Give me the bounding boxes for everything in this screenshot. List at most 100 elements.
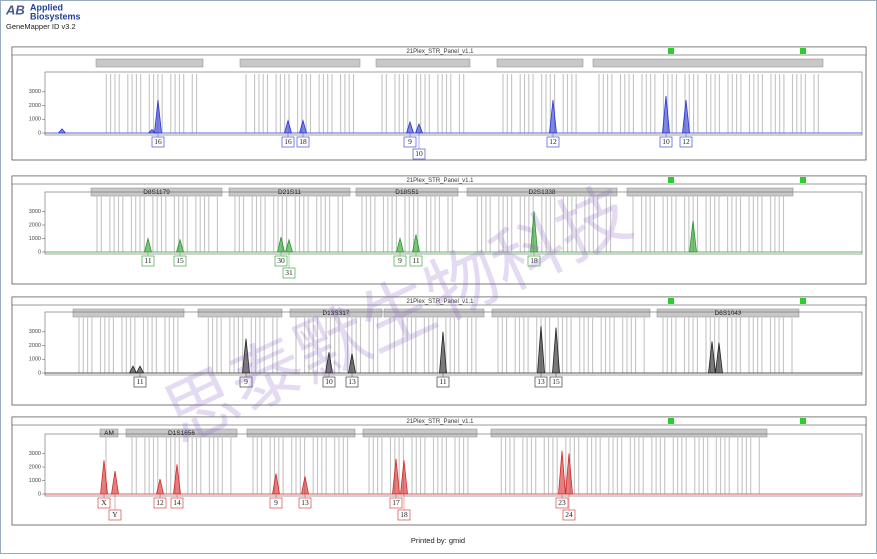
panel: 21Plex_STR_Panel_v1.1 D8S1179 D21S11 D18S51… (11, 175, 867, 285)
y-tick-label: 2000 (29, 464, 41, 470)
peak (147, 129, 157, 134)
allele-box (555, 497, 569, 509)
plot-area (44, 191, 863, 255)
allele-box (345, 376, 359, 388)
allele-box (389, 497, 403, 509)
marker-box (239, 58, 361, 68)
panel: 21Plex_STR_Panel_v1.1 D13S317 D6S1043 0 1000… (11, 296, 867, 406)
allele-box (436, 376, 450, 388)
allele-box (679, 136, 693, 148)
y-tick-label: 1000 (29, 236, 41, 242)
status-indicator (668, 48, 674, 54)
allele-box (409, 255, 423, 267)
marker-box (592, 58, 824, 68)
allele-label: 9 (274, 498, 278, 507)
app-name: GeneMapper ID v3.2 (6, 22, 76, 31)
marker-box (496, 58, 584, 68)
allele-label: 11 (136, 377, 143, 386)
allele-label: 12 (549, 137, 557, 146)
allele-label: 12 (156, 498, 164, 507)
allele-box (133, 376, 147, 388)
allele-label: 13 (301, 498, 309, 507)
status-indicator (668, 177, 674, 183)
allele-box (403, 136, 417, 148)
marker-box (246, 428, 356, 438)
allele-label: 13 (348, 377, 356, 386)
panel-title-bar (11, 296, 867, 306)
allele-label: 18 (400, 510, 408, 519)
marker-box (362, 428, 478, 438)
allele-box (322, 376, 336, 388)
y-tick-label: 0 (38, 370, 41, 376)
peak (708, 341, 716, 374)
peak (128, 365, 138, 374)
marker-box (197, 308, 283, 318)
allele-label: 15 (176, 256, 184, 265)
y-tick-label: 1000 (29, 357, 41, 363)
panel-title: 21Plex_STR_Panel_v1.1 (406, 299, 474, 305)
logo: AB (5, 2, 25, 17)
allele-box (397, 509, 411, 521)
allele-label: 11 (439, 377, 446, 386)
allele-box (170, 497, 184, 509)
marker-box (383, 308, 485, 318)
marker-label: D6S1043 (714, 310, 741, 317)
y-tick-label: 2000 (29, 222, 41, 228)
allele-label: 9 (398, 256, 402, 265)
allele-box (412, 148, 426, 160)
marker-label: D13S317 (322, 310, 349, 317)
marker-box (99, 428, 119, 438)
panel: 21Plex_STR_Panel_v1.1AM D1S16560100020003… (11, 416, 867, 526)
y-tick-label: 0 (38, 130, 41, 136)
y-tick-label: 1000 (29, 478, 41, 484)
allele-box (281, 136, 295, 148)
allele-label: 10 (415, 149, 423, 158)
allele-label: 10 (662, 137, 670, 146)
allele-label: 12 (682, 137, 690, 146)
allele-box (562, 509, 576, 521)
plot-area (44, 71, 863, 136)
allele-label: 15 (552, 377, 560, 386)
allele-label: 16 (154, 137, 162, 146)
marker-box (72, 308, 185, 318)
panel-title-bar (11, 46, 867, 56)
marker-box (375, 58, 471, 68)
peak (57, 128, 67, 134)
allele-box (108, 509, 122, 521)
marker-label: D21S11 (278, 189, 301, 196)
allele-label: 10 (325, 377, 333, 386)
allele-box (274, 255, 288, 267)
panel-title: 21Plex_STR_Panel_v1.1 (406, 419, 474, 425)
marker-box (95, 58, 204, 68)
panel: 21Plex_STR_Panel_v1.1 0 1000 2000 3000 16 16 18… (11, 46, 867, 161)
marker-label: D2S1338 (528, 189, 555, 196)
allele-label: 18 (299, 137, 307, 146)
allele-box (549, 376, 563, 388)
y-tick-label: 2000 (29, 103, 41, 109)
marker-label: D18S51 (395, 189, 419, 196)
y-tick-label: 3000 (29, 89, 41, 95)
allele-box (269, 497, 283, 509)
allele-label: 14 (173, 498, 181, 507)
allele-box (141, 255, 155, 267)
y-tick-label: 3000 (29, 329, 41, 335)
allele-box (296, 136, 310, 148)
panel-title-bar (11, 175, 867, 185)
allele-label: 31 (285, 268, 293, 277)
allele-label: 23 (558, 498, 566, 507)
allele-box (173, 255, 187, 267)
allele-box (546, 136, 560, 148)
brand: Biosystems (30, 11, 81, 21)
allele-label: 11 (144, 256, 151, 265)
allele-label: 24 (565, 510, 573, 519)
status-indicator (800, 48, 806, 54)
allele-box (298, 497, 312, 509)
y-tick-label: 3000 (29, 209, 41, 215)
allele-box (239, 376, 253, 388)
allele-box (282, 267, 296, 279)
allele-box (151, 136, 165, 148)
y-tick-label: 1000 (29, 117, 41, 123)
allele-label: 9 (244, 377, 248, 386)
